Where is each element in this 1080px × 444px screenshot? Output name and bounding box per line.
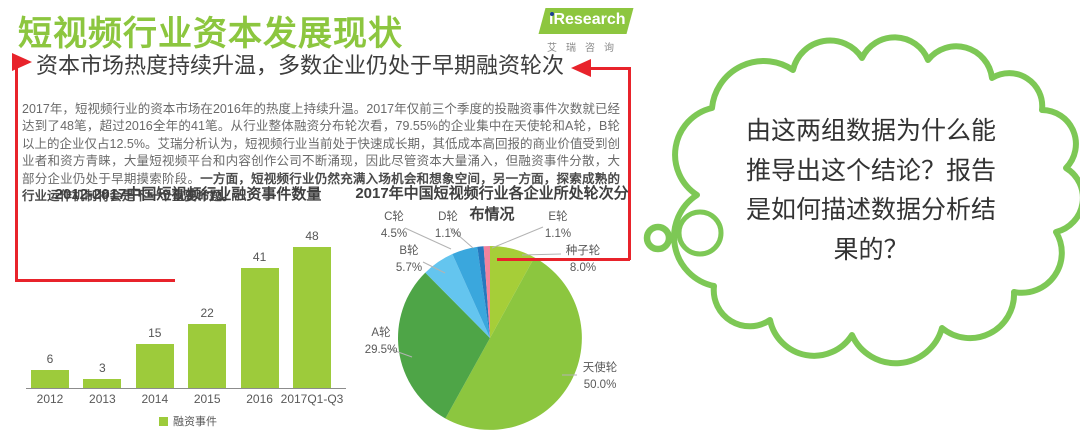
pie-slice-E轮 [483,246,490,338]
logo-i-dot-icon [550,12,554,16]
pie-leader-line [521,253,562,256]
pie-label-series-a: A轮 29.5% [351,325,411,359]
pie-label-series-b: B轮 5.7% [384,243,434,277]
pie-slice-种子轮 [490,246,535,338]
red-line-right-top [589,67,630,70]
legend-swatch-icon [159,416,168,426]
pie-leader-line [386,347,413,358]
pie-leader-line [404,227,452,250]
page-title: 短视频行业资本发展现状 [18,15,403,53]
pie-label-series-c: C轮 4.5% [369,209,419,243]
pie-slice-A轮 [398,272,490,419]
bar-chart-legend: 融资事件 [28,413,348,429]
bar-chart-plot: 6 3 15 22 41 48 [28,229,348,388]
bar-2012 [31,370,69,388]
bar-value-label: 6 [46,352,54,366]
legend-label: 融资事件 [173,416,217,428]
pie-slice-C轮 [452,246,490,338]
pie-label-pct: 4.5% [380,228,408,240]
pie-label-name: E轮 [548,211,568,223]
bar-value-label: 3 [99,361,106,375]
iresearch-logo: iResearch 艾瑞咨询 [538,7,634,54]
red-line-right-vertical [628,67,631,260]
pie-label-series-d: D轮 1.1% [423,209,473,243]
bar-2015 [188,324,227,388]
pie-label-pct: 29.5% [364,344,398,356]
pie-slice-B轮 [425,254,490,338]
bar-x-label: 2015 [193,392,221,406]
pie-label-name: 天使轮 [582,362,618,374]
pie-leader-line [449,227,474,249]
body-paragraph-normal: 2017年，短视频行业的资本市场在2016年的热度上持续升温。2017年仅前三个… [22,101,620,186]
pie-label-pct: 1.1% [434,228,462,240]
body-paragraph-bold: 一方面，短视频行业仍然充满入场机会和想象空间，另一方面，探索成熟的行业运作机制将… [22,171,620,204]
bar-2017Q1-Q3 [293,247,331,388]
thought-tail-small-circle [643,223,673,253]
pie-slice-D轮 [477,246,490,338]
bar-chart-x-labels: 2012 2013 2014 2015 2016 2017Q1-Q3 [28,392,348,408]
red-line-right-bottom [497,258,630,261]
red-line-left-vertical [15,61,18,281]
pie-label-pct: 1.1% [544,228,572,240]
bar-chart-x-axis [26,388,346,389]
pie-label-seed-round: 种子轮 8.0% [553,243,613,277]
pie-label-pct: 5.7% [395,262,423,274]
logo-caption: 艾瑞咨询 [547,43,623,54]
pie-label-pct: 8.0% [569,262,597,274]
pie-label-name: 种子轮 [565,245,601,257]
thought-tail-large-circle [676,209,724,257]
bar-2013 [83,379,122,388]
pie-label-name: C轮 [384,211,404,223]
bar-x-label: 2014 [141,392,169,406]
pie-label-name: A轮 [371,327,391,339]
bar-x-label: 2016 [246,392,273,406]
bar-2016 [240,268,279,388]
red-line-left-bottom [15,279,175,282]
pie-label-angel-round: 天使轮 50.0% [565,360,635,394]
pie-leader-line [491,226,544,249]
pie-chart-title: 2017年中国短视频行业各企业所处轮次分布情况 [355,185,629,223]
bar-x-label: 2012 [36,392,64,406]
logo-brand-text: iResearch [549,11,626,28]
bar-value-label: 22 [200,306,214,320]
bar-value-label: 41 [252,250,267,264]
bar-value-label: 15 [148,326,162,340]
thought-bubble-text: 由这两组数据为什么能推导出这个结论？报告是如何描述数据分析结果的？ [745,117,996,264]
bar-chart-title: 2012-2017中国短视频行业融资事件数量 [54,186,322,203]
pie-label-name: B轮 [399,245,419,257]
body-paragraph: 2017年，短视频行业的资本市场在2016年的热度上持续升温。2017年仅前三个… [22,101,620,206]
pie-leader-line [422,261,446,274]
bar-x-label: 2013 [89,392,116,406]
pie-label-name: D轮 [438,211,458,223]
pie-label-pct: 50.0% [583,379,617,391]
pie-chart [386,226,582,430]
red-arrow-left-icon [571,59,591,77]
bar-2014 [135,344,174,388]
bar-value-label: 48 [305,229,319,243]
pie-label-series-e: E轮 1.1% [533,209,583,243]
pie-slice-天使轮 [445,257,582,430]
section-subtitle: 资本市场热度持续升温，多数企业仍处于早期融资轮次 [36,53,565,78]
bar-x-label: 2017Q1-Q3 [280,392,344,406]
cloud-outline [671,34,1080,367]
